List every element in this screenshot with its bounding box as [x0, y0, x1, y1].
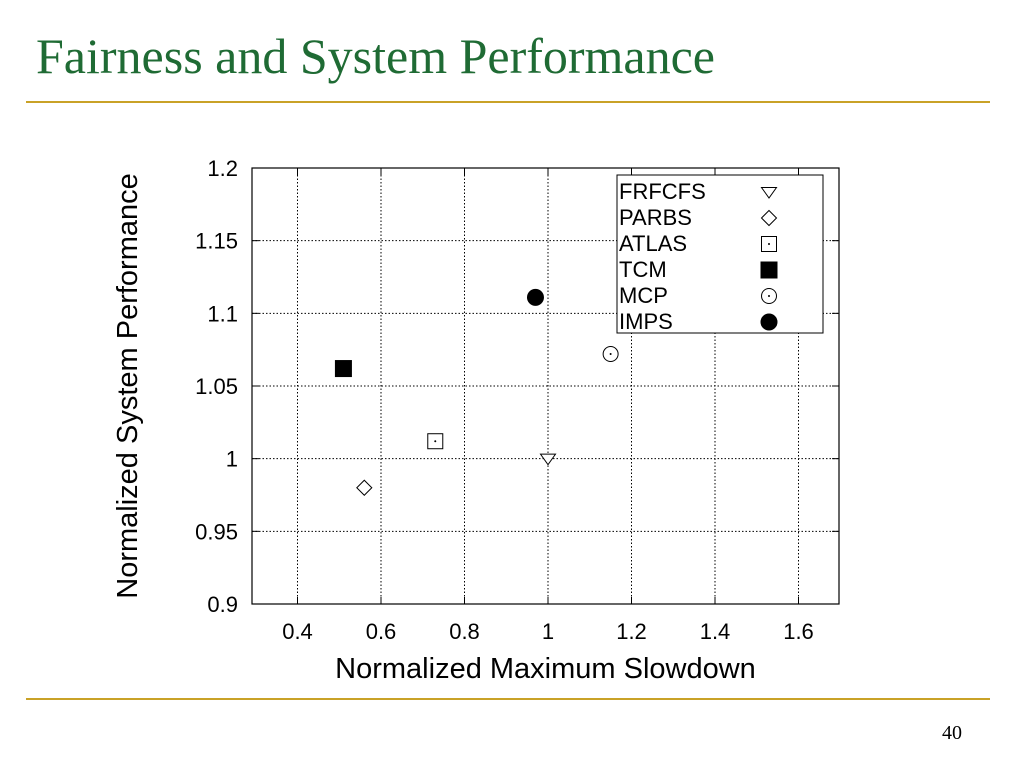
- legend-marker-atlas-dot: [768, 243, 770, 245]
- x-tick-label: 1: [542, 619, 554, 644]
- x-tick-label: 0.4: [282, 619, 313, 644]
- point-parbs-shape: [356, 479, 373, 496]
- y-tick-label: 1.05: [195, 374, 238, 399]
- legend-label-tcm: TCM: [619, 257, 667, 282]
- legend-marker-mcp-dot: [768, 295, 770, 297]
- x-tick-label: 1.2: [616, 619, 647, 644]
- y-tick-label: 1: [226, 447, 238, 472]
- legend-marker-mcp: [761, 288, 777, 304]
- x-tick-label: 1.4: [700, 619, 731, 644]
- legend-label-atlas: ATLAS: [619, 231, 687, 256]
- point-frfcfs-shape: [539, 453, 557, 466]
- slide-title: Fairness and System Performance: [36, 28, 716, 84]
- footer-divider: [26, 698, 990, 700]
- y-tick-label: 0.95: [195, 519, 238, 544]
- y-tick-label: 1.15: [195, 229, 238, 254]
- legend-box: [616, 174, 824, 334]
- legend-marker-atlas: [761, 236, 777, 252]
- legend-marker-parbs-shape: [760, 209, 778, 227]
- point-tcm: [334, 360, 352, 378]
- y-tick-label: 0.9: [207, 592, 238, 617]
- x-tick-label: 0.8: [449, 619, 480, 644]
- point-atlas-dot: [434, 440, 437, 443]
- legend-marker-tcm-shape: [760, 261, 778, 279]
- y-tick-label: 1.2: [207, 156, 238, 181]
- legend-label-mcp: MCP: [619, 283, 668, 308]
- legend-marker-frfcfs-shape: [760, 187, 778, 199]
- page-number: 40: [942, 722, 962, 744]
- x-tick-label: 1.6: [783, 619, 814, 644]
- y-axis-label: Normalized System Performance: [112, 173, 144, 598]
- point-parbs: [356, 479, 373, 496]
- point-imps-shape: [526, 288, 544, 306]
- legend-marker-frfcfs: [760, 187, 778, 199]
- point-mcp-dot: [609, 353, 612, 356]
- point-tcm-shape: [334, 360, 352, 378]
- point-atlas: [427, 433, 444, 450]
- legend-marker-parbs: [760, 209, 778, 227]
- point-imps: [526, 288, 544, 306]
- y-tick-label: 1.1: [207, 301, 238, 326]
- legend-label-frfcfs: FRFCFS: [619, 179, 706, 204]
- legend-label-imps: IMPS: [619, 309, 673, 334]
- legend-marker-imps-shape: [760, 313, 778, 331]
- legend-marker-tcm: [760, 261, 778, 279]
- point-mcp: [602, 346, 619, 363]
- x-axis-label: Normalized Maximum Slowdown: [335, 653, 756, 685]
- legend-label-parbs: PARBS: [619, 205, 692, 230]
- title-divider: [26, 101, 990, 103]
- point-frfcfs: [539, 453, 557, 466]
- x-tick-label: 0.6: [366, 619, 397, 644]
- legend-marker-imps: [760, 313, 778, 331]
